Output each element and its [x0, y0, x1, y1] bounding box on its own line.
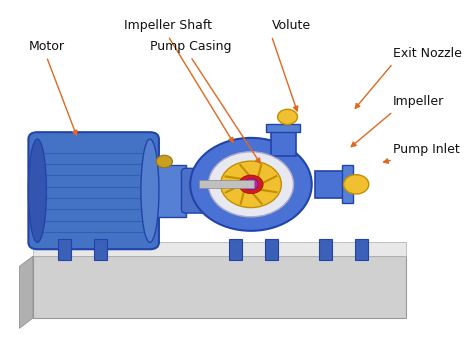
FancyBboxPatch shape — [342, 166, 353, 203]
Polygon shape — [33, 242, 407, 256]
FancyBboxPatch shape — [94, 239, 107, 260]
FancyBboxPatch shape — [264, 239, 278, 260]
Circle shape — [190, 138, 312, 231]
Ellipse shape — [28, 139, 46, 242]
Ellipse shape — [141, 139, 159, 242]
Text: Pump Inlet: Pump Inlet — [393, 143, 460, 156]
FancyBboxPatch shape — [266, 124, 300, 132]
FancyBboxPatch shape — [28, 132, 159, 249]
Circle shape — [244, 179, 258, 190]
FancyBboxPatch shape — [182, 168, 213, 213]
FancyBboxPatch shape — [271, 126, 296, 156]
Text: Motor: Motor — [28, 40, 64, 53]
FancyBboxPatch shape — [315, 171, 353, 198]
FancyBboxPatch shape — [58, 239, 71, 260]
FancyBboxPatch shape — [200, 180, 254, 188]
Circle shape — [278, 109, 298, 125]
Text: Volute: Volute — [272, 19, 310, 32]
Circle shape — [220, 161, 282, 208]
FancyBboxPatch shape — [228, 239, 242, 260]
Text: Impeller: Impeller — [393, 95, 444, 108]
FancyBboxPatch shape — [355, 239, 368, 260]
Circle shape — [209, 152, 293, 217]
FancyBboxPatch shape — [319, 239, 332, 260]
FancyBboxPatch shape — [150, 165, 186, 217]
Circle shape — [344, 175, 369, 194]
Text: Pump Casing: Pump Casing — [150, 40, 231, 53]
Text: Exit Nozzle: Exit Nozzle — [393, 47, 462, 60]
FancyBboxPatch shape — [33, 256, 407, 318]
Circle shape — [239, 175, 263, 194]
Polygon shape — [19, 256, 33, 328]
Text: Impeller Shaft: Impeller Shaft — [124, 19, 212, 32]
Circle shape — [156, 155, 173, 168]
